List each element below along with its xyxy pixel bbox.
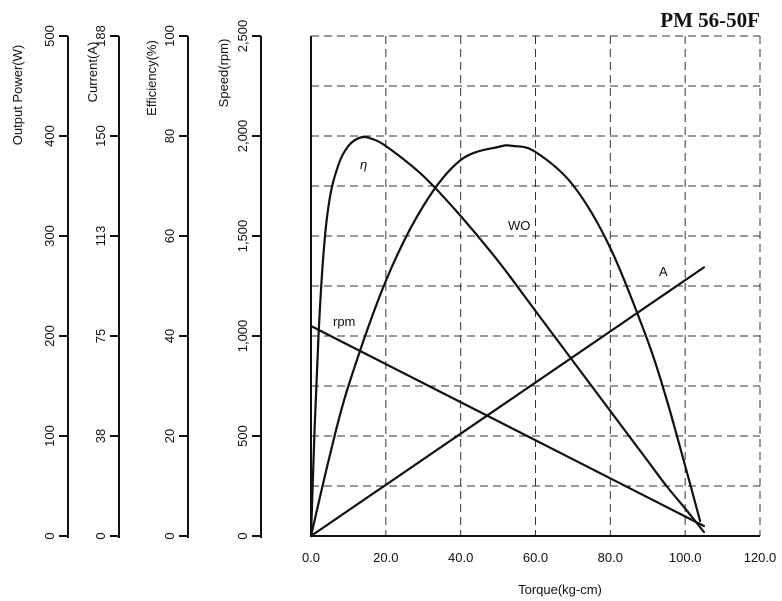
chart-title: PM 56-50F (660, 8, 760, 32)
left-axis-titles: Output Power(W) Current(A) Efficiency(%)… (10, 39, 231, 146)
speed-tick-label: 2,000 (235, 120, 250, 153)
current-tick-label: 113 (93, 226, 108, 247)
output-power-tick-label: 300 (42, 225, 57, 247)
efficiency-curve-label: η (360, 157, 367, 172)
grid (311, 35, 761, 536)
efficiency-tick-label: 20 (162, 429, 177, 443)
output-power-tick-label: 400 (42, 125, 57, 147)
efficiency-curve (309, 135, 705, 538)
current-tick-label: 150 (93, 125, 108, 147)
speed-curve-label: rpm (333, 314, 355, 329)
efficiency-tick-label: 60 (162, 229, 177, 243)
x-tick-label: 40.0 (448, 550, 473, 565)
speed-axis-title: Speed(rpm) (216, 39, 231, 108)
output-power-tick-label: 500 (42, 25, 57, 47)
current-tick-label: 38 (93, 429, 108, 443)
current-axis-title: Current(A) (85, 42, 100, 103)
current-tick-label: 75 (93, 329, 108, 343)
current-tick-label: 188 (93, 25, 108, 47)
curve-labels: η WO A rpm (333, 157, 668, 329)
output-power-curve (309, 144, 702, 538)
speed-tick-label: 0 (235, 532, 250, 539)
speed-tick-label: 500 (235, 425, 250, 447)
speed-line (309, 324, 705, 528)
x-tick-label: 60.0 (523, 550, 548, 565)
output-power-axis-title: Output Power(W) (10, 45, 25, 145)
output-power-tick-label: 0 (42, 532, 57, 539)
x-tick-label: 0.0 (302, 550, 320, 565)
current-tick-label: 0 (93, 532, 108, 539)
axes: 0.0 20.0 40.0 60.0 80.0 100.0 120.001002003004… (42, 20, 776, 565)
speed-tick-label: 1,000 (235, 320, 250, 353)
x-tick-label: 100.0 (669, 550, 702, 565)
series (309, 135, 705, 538)
x-tick-label: 20.0 (373, 550, 398, 565)
output-power-curve-label: WO (508, 218, 530, 233)
efficiency-tick-label: 40 (162, 329, 177, 343)
speed-tick-label: 1,500 (235, 220, 250, 253)
efficiency-axis-title: Efficiency(%) (144, 40, 159, 116)
x-axis-title: Torque(kg-cm) (518, 582, 602, 597)
efficiency-tick-label: 100 (162, 25, 177, 47)
x-tick-label: 120.0 (744, 550, 777, 565)
speed-tick-label: 2,500 (235, 20, 250, 53)
efficiency-tick-label: 0 (162, 532, 177, 539)
output-power-tick-label: 200 (42, 325, 57, 347)
x-tick-label: 80.0 (598, 550, 623, 565)
output-power-tick-label: 100 (42, 425, 57, 447)
current-line (309, 266, 705, 538)
current-curve-label: A (659, 264, 668, 279)
efficiency-tick-label: 80 (162, 129, 177, 143)
